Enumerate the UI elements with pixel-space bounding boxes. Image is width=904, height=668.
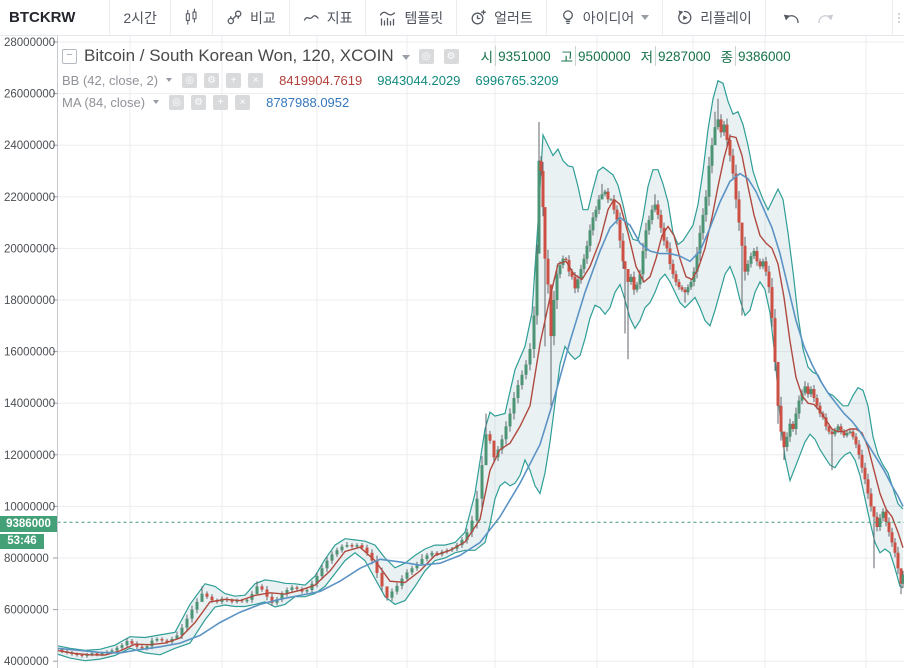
bb-basis-line — [56, 135, 904, 656]
bar-countdown-label: 53:46 — [0, 534, 44, 549]
bb-upper-value: 9843044.2029 — [377, 72, 461, 88]
template-icon — [380, 11, 396, 26]
ma-indicator-row: MA (84, close) ◎ ⚙ + × 8787988.0952 — [62, 92, 791, 112]
svg-text:12000000: 12000000 — [4, 450, 55, 462]
replay-icon — [678, 10, 692, 25]
close-label: 종 — [721, 46, 737, 66]
legend-main-row: − Bitcoin / South Korean Won, 120, XCOIN… — [62, 45, 791, 67]
indicator-wave-icon — [303, 14, 319, 21]
gear-icon[interactable]: ⚙ — [191, 94, 207, 110]
plus-icon[interactable]: + — [213, 94, 229, 110]
symbol-title[interactable]: Bitcoin / South Korean Won, 120, XCOIN — [84, 46, 394, 65]
chart-legend: − Bitcoin / South Korean Won, 120, XCOIN… — [62, 45, 791, 114]
bollinger-band — [56, 79, 904, 662]
ideas-label: 아이디어 — [582, 9, 635, 26]
high-label: 고 — [561, 46, 577, 66]
candles — [55, 98, 904, 658]
gear-icon[interactable]: ⚙ — [204, 72, 220, 88]
bb-indicator-name[interactable]: BB (42, close, 2) — [62, 72, 159, 88]
bb-values: 8419904.7619 9843044.2029 6996765.3209 — [279, 73, 558, 88]
chevron-down-icon — [641, 15, 650, 20]
svg-text:14000000: 14000000 — [4, 398, 55, 410]
alerts-label: 얼러트 — [494, 9, 533, 26]
price-axis: 28000000 26000000 24000000 22000000 20000000… — [0, 36, 58, 668]
bb-lower-value: 6996765.3209 — [475, 72, 559, 88]
eye-icon[interactable]: ◎ — [182, 72, 198, 88]
ma-line — [56, 172, 904, 654]
chevron-down-icon — [401, 54, 410, 60]
eye-icon[interactable]: ◎ — [418, 48, 434, 64]
bb-indicator-row: BB (42, close, 2) ◎ ⚙ + × 8419904.7619 9… — [62, 70, 791, 90]
gridlines — [57, 36, 904, 668]
collapse-legend-button[interactable]: − — [62, 48, 77, 64]
close-icon[interactable]: × — [235, 94, 251, 110]
open-label: 시 — [481, 46, 497, 66]
low-value: 9287000 — [658, 48, 711, 64]
open-value: 9351000 — [498, 48, 551, 64]
toolbar-separator — [456, 0, 458, 35]
close-icon[interactable]: × — [248, 72, 264, 88]
svg-text:10000000: 10000000 — [4, 501, 55, 513]
toolbar-separator — [211, 0, 213, 35]
compare-label: 비교 — [249, 9, 276, 26]
svg-text:8000000: 8000000 — [4, 553, 49, 565]
low-label: 저 — [641, 46, 657, 66]
svg-text:24000000: 24000000 — [4, 140, 55, 152]
toolbar-separator — [365, 0, 367, 35]
redo-button[interactable] — [812, 0, 849, 35]
svg-text:16000000: 16000000 — [4, 347, 55, 359]
toolbar-separator — [764, 0, 766, 35]
ma-value: 8787988.0952 — [266, 94, 350, 110]
svg-text:18000000: 18000000 — [4, 295, 55, 307]
top-toolbar: BTCKRW 2시간 비교 지표 — [0, 0, 904, 36]
indicators-button[interactable]: 지표 — [290, 0, 366, 35]
high-value: 9500000 — [578, 48, 631, 64]
gear-icon[interactable]: ⚙ — [443, 48, 459, 64]
bb-basis-value: 8419904.7619 — [279, 72, 363, 88]
undo-button[interactable] — [766, 0, 812, 35]
current-price-label: 9386000 — [0, 516, 57, 532]
replay-label: 리플레이 — [700, 9, 752, 26]
ideas-button[interactable]: 아이디어 — [547, 0, 663, 35]
toolbar-separator — [169, 0, 171, 35]
toolbar-separator — [109, 0, 111, 35]
candlestick-icon — [185, 8, 197, 25]
svg-text:6000000: 6000000 — [4, 605, 49, 617]
chevron-down-icon — [166, 78, 173, 82]
templates-button[interactable]: 템플릿 — [366, 0, 456, 35]
compare-button[interactable]: 비교 — [213, 0, 289, 35]
chart-style-button[interactable] — [171, 0, 212, 35]
svg-text:26000000: 26000000 — [4, 89, 55, 101]
svg-text:28000000: 28000000 — [4, 37, 55, 49]
compare-icon — [227, 10, 242, 25]
undo-arrow-icon — [783, 14, 799, 23]
symbol-button[interactable]: BTCKRW — [9, 9, 76, 26]
redo-arrow-icon — [818, 14, 834, 23]
plus-icon[interactable]: + — [226, 72, 242, 88]
svg-text:22000000: 22000000 — [4, 192, 55, 204]
templates-label: 템플릿 — [404, 9, 444, 26]
panel-drag-handle[interactable] — [892, 0, 904, 35]
ohlc-values: 시 9351000 고 9500000 저 9287000 종 9386000 — [481, 46, 791, 66]
idea-bulb-icon — [562, 10, 573, 25]
toolbar-separator — [545, 0, 547, 35]
replay-button[interactable]: 리플레이 — [663, 0, 765, 35]
toolbar-separator — [288, 0, 290, 35]
indicators-label: 지표 — [326, 9, 353, 26]
interval-button[interactable]: 2시간 — [110, 0, 170, 35]
ma-indicator-name[interactable]: MA (84, close) — [62, 94, 146, 110]
svg-text:20000000: 20000000 — [4, 243, 55, 255]
close-value: 9386000 — [738, 48, 791, 64]
interval-label: 2시간 — [123, 9, 157, 26]
svg-text:4000000: 4000000 — [4, 656, 49, 668]
ma-values: 8787988.0952 — [266, 95, 349, 110]
alert-clock-icon — [471, 9, 487, 25]
chevron-down-icon — [153, 100, 160, 104]
eye-icon[interactable]: ◎ — [169, 94, 185, 110]
toolbar-separator — [662, 0, 664, 35]
alerts-button[interactable]: 얼러트 — [457, 0, 546, 35]
